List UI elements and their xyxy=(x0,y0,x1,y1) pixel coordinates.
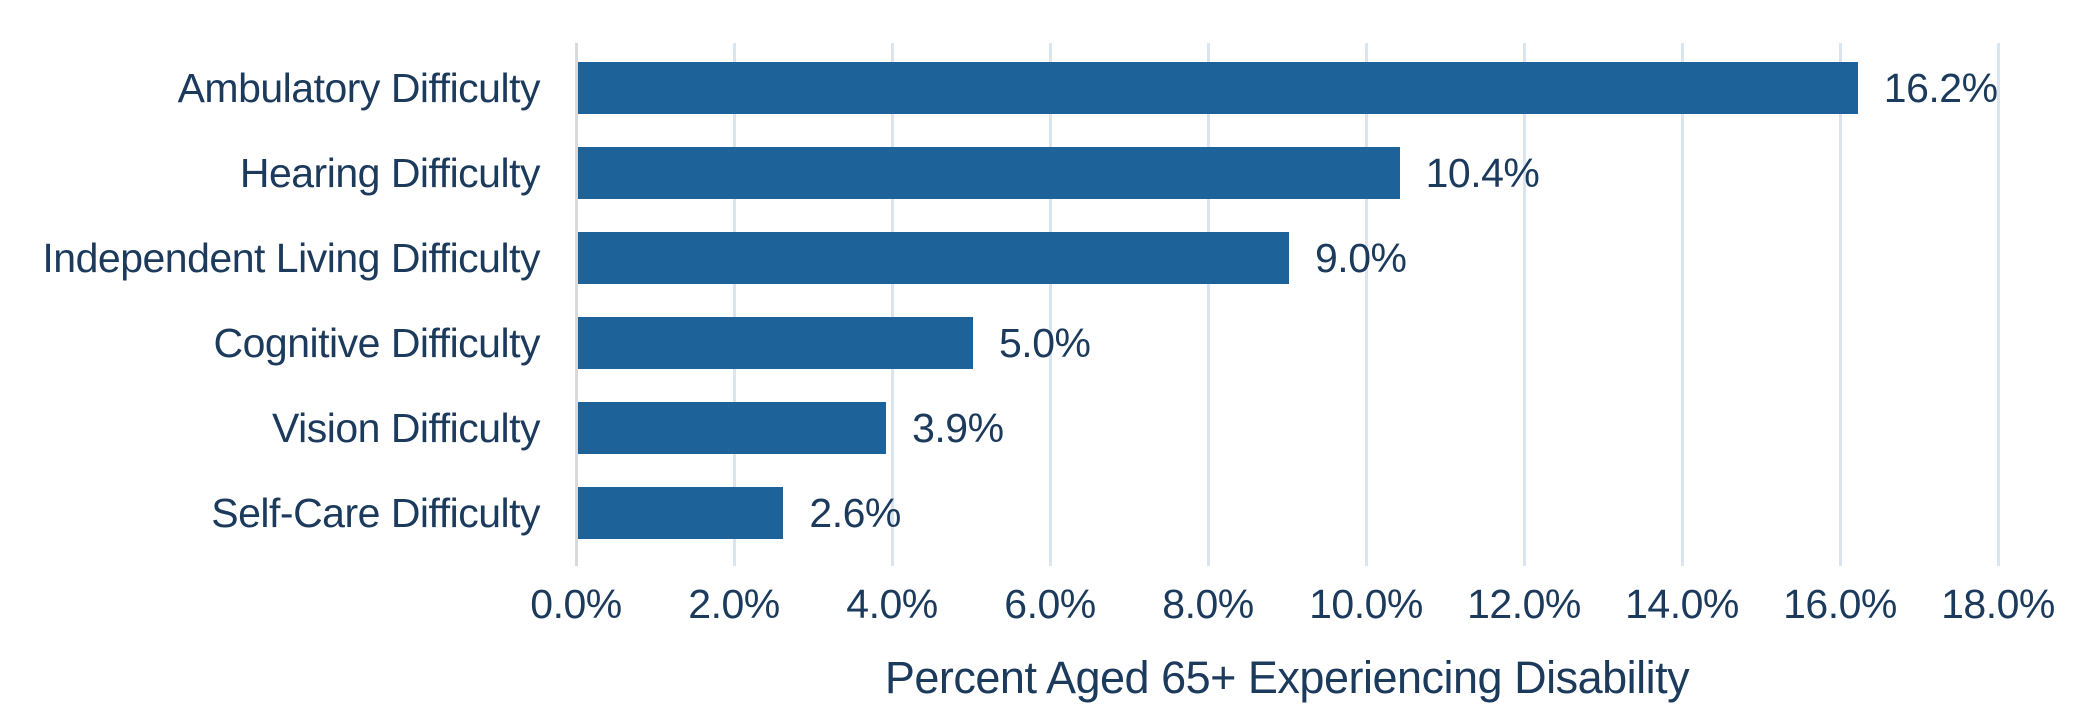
value-label: 3.9% xyxy=(912,405,1004,451)
value-label: 10.4% xyxy=(1425,150,1540,196)
category-label: Hearing Difficulty xyxy=(239,150,541,196)
gridline xyxy=(1364,43,1368,566)
value-label: 2.6% xyxy=(809,490,901,536)
x-tick-label: 16.0% xyxy=(1783,581,1897,627)
value-label: 9.0% xyxy=(1315,235,1407,281)
category-label: Independent Living Difficulty xyxy=(42,235,540,281)
bar xyxy=(578,147,1400,199)
x-tick-label: 12.0% xyxy=(1467,581,1581,627)
x-tick-label: 4.0% xyxy=(846,581,938,627)
x-tick-label: 2.0% xyxy=(688,581,780,627)
gridline xyxy=(1522,43,1526,566)
bar xyxy=(578,232,1289,284)
value-label: 16.2% xyxy=(1883,65,1998,111)
x-axis-title: Percent Aged 65+ Experiencing Disability xyxy=(884,652,1690,703)
gridline xyxy=(1680,43,1684,566)
x-tick-label: 10.0% xyxy=(1309,581,1423,627)
bar xyxy=(578,62,1858,114)
category-label: Ambulatory Difficulty xyxy=(177,65,541,111)
gridline xyxy=(1838,43,1842,566)
value-label: 5.0% xyxy=(999,320,1091,366)
category-label: Cognitive Difficulty xyxy=(213,320,541,366)
bar xyxy=(578,317,973,369)
x-tick-label: 0.0% xyxy=(530,581,622,627)
category-label: Vision Difficulty xyxy=(272,405,541,451)
x-tick-label: 6.0% xyxy=(1004,581,1096,627)
x-tick-label: 14.0% xyxy=(1625,581,1739,627)
gridline xyxy=(890,43,894,566)
x-tick-label: 18.0% xyxy=(1941,581,2055,627)
category-label: Self-Care Difficulty xyxy=(211,490,540,536)
gridline xyxy=(1996,43,2000,566)
gridline xyxy=(1048,43,1052,566)
x-tick-label: 8.0% xyxy=(1162,581,1254,627)
gridline xyxy=(732,43,736,566)
y-axis-line xyxy=(574,43,578,566)
bar xyxy=(578,487,784,539)
bar xyxy=(578,402,887,454)
gridline xyxy=(1206,43,1210,566)
